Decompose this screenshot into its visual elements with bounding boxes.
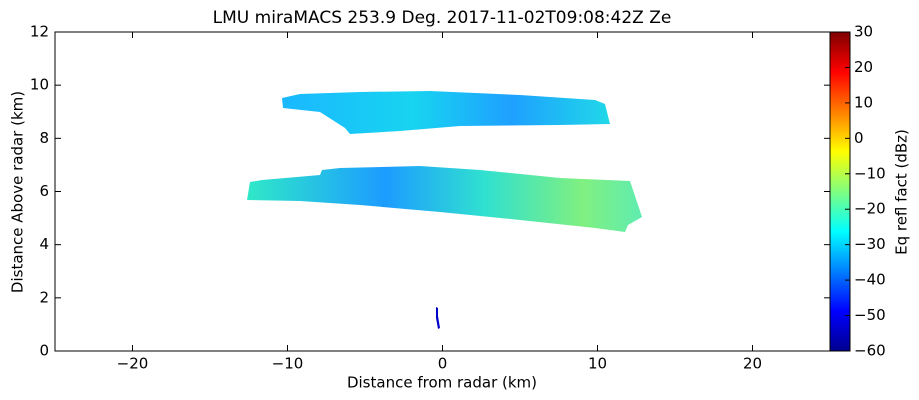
colorbar-tick-label: 10 bbox=[854, 93, 873, 111]
x-tick-label: −20 bbox=[117, 355, 149, 373]
upper-cloud-layer bbox=[282, 91, 610, 134]
colorbar-label: Eq refl fact (dBz) bbox=[893, 129, 911, 255]
small-echo bbox=[436, 307, 440, 329]
colorbar-tick-label: −10 bbox=[854, 164, 886, 182]
y-tick-label: 0 bbox=[39, 342, 49, 360]
y-tick-label: 12 bbox=[30, 23, 49, 41]
y-tick-label: 10 bbox=[30, 76, 49, 94]
chart-title: LMU miraMACS 253.9 Deg. 2017-11-02T09:08… bbox=[213, 8, 672, 28]
x-tick-label: 0 bbox=[438, 355, 448, 373]
colorbar-tick-label: −20 bbox=[854, 200, 886, 218]
colorbar-tick-label: −60 bbox=[854, 342, 886, 360]
x-axis-label: Distance from radar (km) bbox=[347, 374, 537, 392]
y-tick-label: 6 bbox=[39, 182, 49, 200]
x-tick-label: 10 bbox=[588, 355, 607, 373]
y-tick-label: 4 bbox=[39, 235, 49, 253]
y-axis-label: Distance Above radar (km) bbox=[9, 91, 27, 293]
y-tick-label: 2 bbox=[39, 288, 49, 306]
colorbar-tick-label: 0 bbox=[854, 129, 864, 147]
lower-cloud-layer bbox=[247, 166, 642, 232]
colorbar-tick-label: −40 bbox=[854, 271, 886, 289]
colorbar-tick-label: 30 bbox=[854, 23, 873, 41]
x-tick-label: −10 bbox=[272, 355, 304, 373]
y-tick-label: 8 bbox=[39, 129, 49, 147]
colorbar-tick-label: 20 bbox=[854, 58, 873, 76]
colorbar-tick-label: −30 bbox=[854, 235, 886, 253]
colorbar-tick-label: −50 bbox=[854, 306, 886, 324]
colorbar bbox=[829, 31, 851, 352]
x-tick-label: 20 bbox=[743, 355, 762, 373]
